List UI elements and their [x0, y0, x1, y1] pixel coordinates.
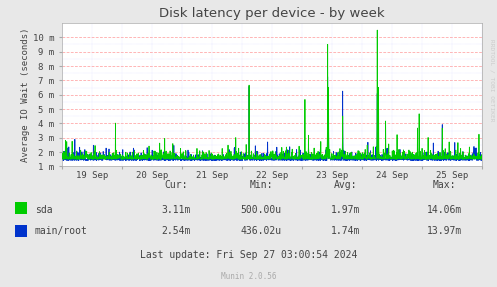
Text: Avg:: Avg: — [333, 180, 357, 190]
Text: main/root: main/root — [35, 226, 87, 236]
Text: 500.00u: 500.00u — [241, 205, 281, 214]
Text: Max:: Max: — [433, 180, 457, 190]
Y-axis label: Average IO Wait (seconds): Average IO Wait (seconds) — [21, 28, 30, 162]
Text: Min:: Min: — [249, 180, 273, 190]
Text: RRDTOOL / TOBI OETIKER: RRDTOOL / TOBI OETIKER — [490, 39, 495, 122]
Text: sda: sda — [35, 205, 52, 214]
Text: 2.54m: 2.54m — [162, 226, 191, 236]
Title: Disk latency per device - by week: Disk latency per device - by week — [160, 7, 385, 20]
Text: 22 Sep: 22 Sep — [256, 171, 288, 180]
Text: 14.06m: 14.06m — [427, 205, 462, 214]
Text: 13.97m: 13.97m — [427, 226, 462, 236]
Text: 21 Sep: 21 Sep — [196, 171, 228, 180]
Text: 25 Sep: 25 Sep — [436, 171, 468, 180]
Text: 3.11m: 3.11m — [162, 205, 191, 214]
Text: 436.02u: 436.02u — [241, 226, 281, 236]
Text: 20 Sep: 20 Sep — [136, 171, 168, 180]
Text: Last update: Fri Sep 27 03:00:54 2024: Last update: Fri Sep 27 03:00:54 2024 — [140, 251, 357, 260]
Text: 19 Sep: 19 Sep — [76, 171, 108, 180]
Text: 23 Sep: 23 Sep — [316, 171, 348, 180]
Text: Cur:: Cur: — [165, 180, 188, 190]
Text: 1.74m: 1.74m — [331, 226, 360, 236]
Text: 24 Sep: 24 Sep — [376, 171, 408, 180]
Text: 1.97m: 1.97m — [331, 205, 360, 214]
Text: Munin 2.0.56: Munin 2.0.56 — [221, 272, 276, 282]
